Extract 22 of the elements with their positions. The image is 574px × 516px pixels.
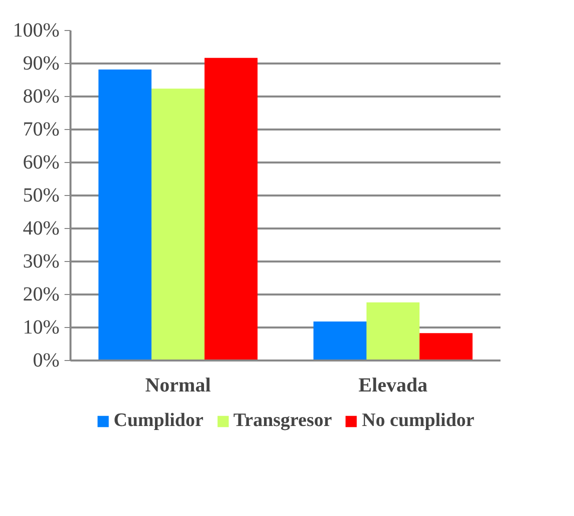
legend-label: Transgresor: [233, 410, 332, 432]
y-tick-label: 90%: [22, 52, 60, 74]
legend-label: No cumplidor: [362, 410, 474, 432]
bar: [366, 302, 420, 360]
x-tick-label: Normal: [145, 374, 212, 396]
y-tick-label: 30%: [22, 250, 60, 272]
y-tick-label: 80%: [22, 86, 60, 108]
y-tick-label: 70%: [22, 118, 60, 140]
y-tick-label: 0%: [32, 350, 60, 372]
bar: [204, 58, 258, 360]
x-tick-label: Elevada: [358, 374, 428, 396]
y-tick-label: 40%: [22, 218, 60, 240]
y-tick-label: 100%: [12, 20, 60, 42]
y-tick-label: 20%: [22, 284, 60, 306]
y-tick-label: 10%: [22, 316, 60, 338]
y-tick-label: 50%: [22, 184, 60, 206]
legend-label: Cumplidor: [114, 410, 204, 432]
bar: [420, 333, 473, 360]
bar: [151, 88, 205, 360]
bar: [98, 69, 152, 360]
y-tick-label: 60%: [22, 152, 60, 174]
bar: [313, 322, 366, 360]
